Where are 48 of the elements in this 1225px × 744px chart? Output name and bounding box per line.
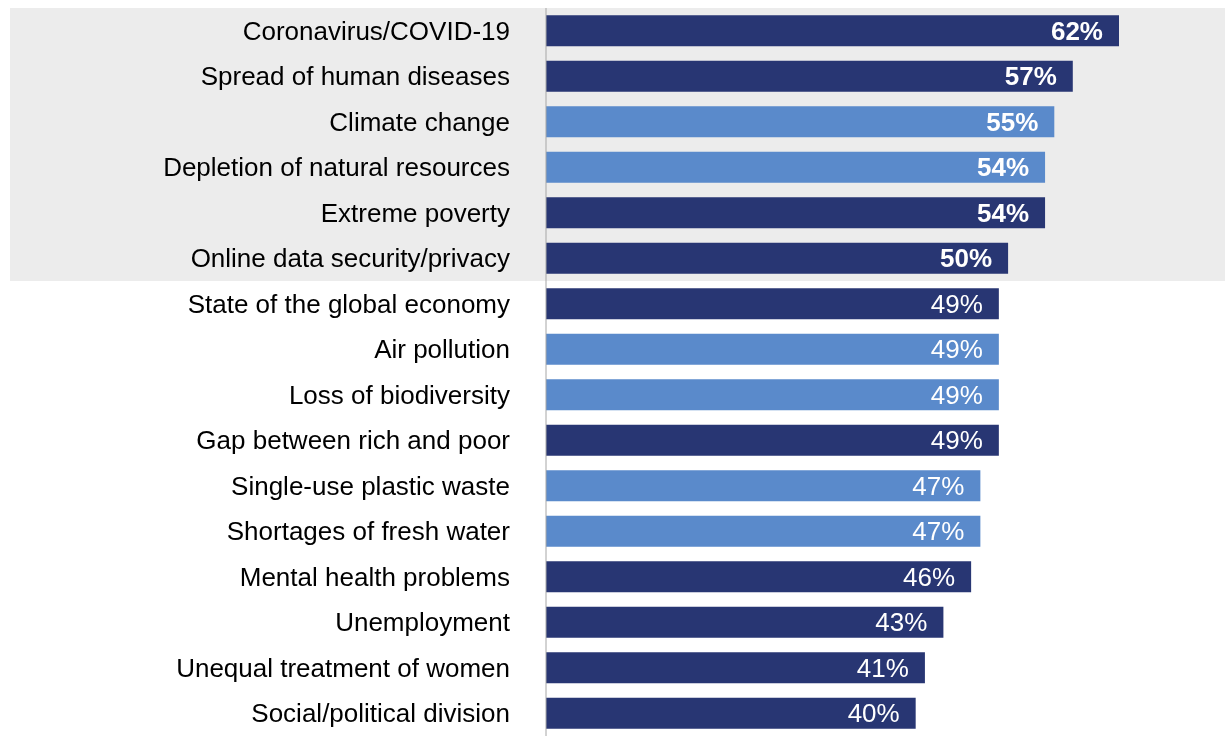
data-label: 47% (912, 516, 965, 547)
bar (546, 652, 925, 684)
bar (546, 515, 981, 547)
bar (546, 606, 944, 638)
y-tick-label: Mental health problems (239, 561, 510, 592)
bar (546, 106, 1055, 138)
y-tick-label: Depletion of natural resources (163, 152, 510, 183)
data-label: 40% (847, 698, 900, 729)
data-label: 41% (856, 652, 909, 683)
bar (546, 288, 999, 320)
y-tick-label: Air pollution (374, 334, 510, 365)
bar (546, 197, 1046, 229)
data-label: 49% (930, 379, 983, 410)
data-label: 50% (940, 243, 993, 274)
y-tick-label: Unequal treatment of women (176, 652, 510, 683)
bar (546, 424, 999, 456)
bar (546, 379, 999, 411)
y-tick-label: Loss of biodiversity (288, 379, 510, 410)
data-label: 54% (977, 197, 1030, 228)
data-label: 49% (930, 288, 983, 319)
y-tick-label: Social/political division (251, 698, 510, 729)
y-tick-label: Climate change (329, 106, 510, 137)
bar (546, 15, 1119, 47)
y-tick-label: Shortages of fresh water (226, 516, 511, 547)
bar (546, 60, 1073, 92)
y-tick-label: Single-use plastic waste (231, 470, 510, 501)
data-label: 47% (912, 470, 965, 501)
bar (546, 151, 1046, 183)
data-label: 49% (930, 334, 983, 365)
bar (546, 561, 972, 593)
data-label: 62% (1050, 15, 1103, 46)
data-label: 54% (977, 152, 1030, 183)
bar (546, 697, 916, 729)
data-label: 55% (986, 106, 1039, 137)
data-label: 49% (930, 425, 983, 456)
y-tick-label: State of the global economy (187, 288, 510, 319)
bar (546, 333, 999, 365)
y-tick-label: Extreme poverty (320, 197, 510, 228)
y-tick-label: Online data security/privacy (190, 243, 510, 274)
y-tick-label: Gap between rich and poor (196, 425, 511, 456)
bar (546, 242, 1009, 274)
data-label: 46% (903, 561, 956, 592)
y-tick-label: Coronavirus/COVID-19 (242, 15, 510, 46)
data-label: 43% (875, 607, 928, 638)
bar (546, 470, 981, 502)
y-tick-label: Unemployment (335, 607, 511, 638)
y-tick-label: Spread of human diseases (200, 61, 510, 92)
data-label: 57% (1004, 61, 1057, 92)
